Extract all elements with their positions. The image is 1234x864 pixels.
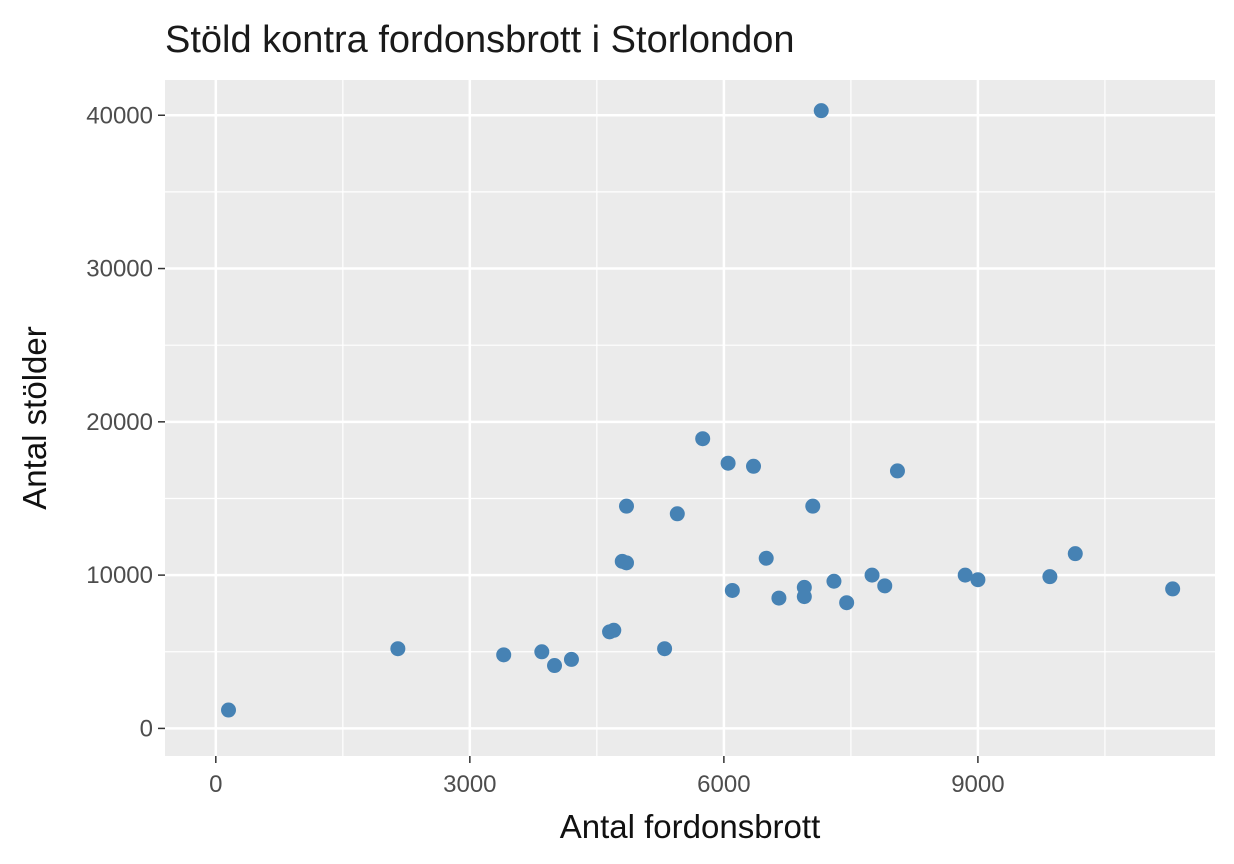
data-point: [1067, 546, 1083, 562]
x-tick-label: 0: [209, 771, 222, 798]
data-point: [758, 550, 774, 566]
x-tick-label: 3000: [443, 771, 496, 798]
data-point: [877, 578, 893, 594]
data-point: [496, 647, 512, 663]
data-point: [657, 641, 673, 657]
data-point: [618, 498, 634, 514]
data-point: [746, 458, 762, 474]
data-point: [864, 567, 880, 583]
y-tick-label: 10000: [86, 562, 153, 589]
data-point: [669, 506, 685, 522]
data-point: [970, 572, 986, 588]
data-point: [813, 103, 829, 119]
data-point: [618, 555, 634, 571]
y-tick-label: 30000: [86, 256, 153, 283]
y-tick-label: 20000: [86, 409, 153, 436]
y-tick-label: 0: [140, 715, 153, 742]
y-tick-label: 40000: [86, 102, 153, 129]
data-point: [805, 498, 821, 514]
data-point: [534, 644, 550, 660]
major-grid-lines: [165, 80, 1215, 756]
chart-title: Stöld kontra fordonsbrott i Storlondon: [165, 19, 795, 61]
data-point: [695, 431, 711, 447]
data-point: [889, 463, 905, 479]
y-axis-ticks: 0 10000 20000 30000 40000: [86, 102, 165, 742]
plot-panel: [165, 80, 1215, 756]
data-point: [1042, 569, 1058, 585]
data-point: [563, 651, 579, 667]
data-point: [957, 567, 973, 583]
data-point: [826, 573, 842, 589]
minor-grid-lines: [165, 80, 1215, 756]
data-point: [839, 595, 855, 611]
data-point: [771, 590, 787, 606]
data-point: [390, 641, 406, 657]
data-point: [720, 455, 736, 471]
data-point: [724, 582, 740, 598]
data-point: [1165, 581, 1181, 597]
data-points: [221, 103, 1181, 718]
x-axis-ticks: 0 3000 6000 9000: [209, 756, 1005, 798]
x-tick-label: 9000: [951, 771, 1004, 798]
data-point: [796, 579, 812, 595]
x-axis-label: Antal fordonsbrott: [560, 808, 821, 845]
y-axis-label: Antal stölder: [16, 326, 53, 509]
data-point: [547, 658, 563, 674]
data-point: [606, 622, 622, 638]
x-tick-label: 6000: [697, 771, 750, 798]
data-point: [221, 702, 237, 718]
